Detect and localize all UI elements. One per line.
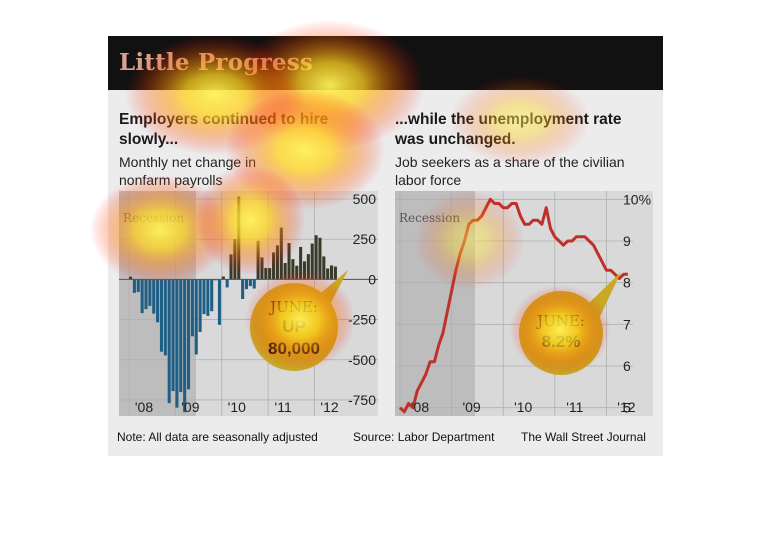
right-y-tick-label: 7 bbox=[623, 316, 631, 332]
right-y-tick-label: 8 bbox=[623, 275, 631, 291]
payroll-bar bbox=[144, 279, 148, 310]
payroll-bar bbox=[322, 256, 326, 280]
left-y-tick-label: 250 bbox=[353, 231, 377, 247]
payroll-bar bbox=[186, 279, 191, 390]
payroll-bar bbox=[306, 254, 310, 280]
payroll-bar bbox=[302, 261, 307, 280]
right-x-tick-label: '11 bbox=[566, 399, 583, 415]
left-y-tick-label: 0 bbox=[368, 271, 376, 287]
left-x-tick-label: '08 bbox=[135, 399, 153, 415]
left-x-tick-label: '11 bbox=[275, 399, 292, 415]
footer-note: Note: All data are seasonally adjusted bbox=[117, 430, 318, 444]
left-x-tick-label: '10 bbox=[228, 399, 246, 415]
infographic: Little Progress Employers continued to h… bbox=[108, 36, 663, 456]
payroll-bar bbox=[299, 246, 303, 280]
payroll-bar bbox=[132, 279, 136, 293]
payroll-bar bbox=[210, 279, 214, 312]
left-x-ticks: '08 '09 '10 '11 '12 bbox=[135, 399, 339, 415]
payroll-bar bbox=[295, 265, 299, 280]
payroll-bar bbox=[159, 279, 163, 352]
right-y-tick-label: 5 bbox=[623, 400, 631, 416]
payroll-bar bbox=[136, 279, 140, 292]
right-y-ticks: 10% 9 8 7 6 5 bbox=[623, 191, 651, 415]
left-x-tick-label: '12 bbox=[320, 399, 338, 415]
payroll-bar bbox=[283, 263, 287, 280]
left-y-tick-label: -500 bbox=[348, 352, 376, 368]
left-y-tick-label: -250 bbox=[348, 312, 376, 328]
payroll-bar bbox=[333, 266, 337, 280]
payroll-bar bbox=[318, 237, 322, 280]
payroll-bar bbox=[163, 279, 167, 356]
left-callout-up: UP bbox=[282, 317, 306, 336]
payroll-bar bbox=[241, 279, 245, 299]
left-callout-value: 80,000 bbox=[268, 339, 320, 358]
left-callout-label: JUNE: bbox=[268, 298, 318, 316]
right-subtitle-2: labor force bbox=[395, 172, 462, 188]
right-x-tick-label: '08 bbox=[411, 399, 429, 415]
payroll-bar bbox=[225, 279, 229, 288]
payroll-bar bbox=[256, 240, 260, 280]
payroll-bar bbox=[156, 279, 160, 323]
payroll-bar bbox=[183, 279, 187, 413]
payroll-bar bbox=[179, 279, 183, 393]
right-x-tick-label: '10 bbox=[514, 399, 532, 415]
right-x-tick-label: '12 bbox=[617, 399, 635, 415]
payroll-bar bbox=[275, 245, 279, 280]
left-y-tick-label: -750 bbox=[348, 392, 376, 408]
payroll-bar bbox=[244, 279, 249, 290]
right-x-ticks: '08 '09 '10 '11 '12 bbox=[411, 399, 636, 415]
payroll-bar bbox=[330, 265, 334, 280]
payroll-bar bbox=[237, 196, 241, 280]
unemployment-chart: Recession 10% 9 8 7 6 5 '08 '09 '10 '11 '12 JUNE:… bbox=[395, 191, 653, 416]
payroll-bar bbox=[310, 243, 314, 280]
payroll-bar bbox=[272, 252, 276, 280]
left-x-tick-label: '09 bbox=[181, 399, 199, 415]
payroll-bar bbox=[264, 267, 268, 280]
footer-credit: The Wall Street Journal bbox=[521, 430, 646, 444]
right-callout-value: 8.2% bbox=[542, 332, 581, 351]
payroll-bar bbox=[268, 268, 272, 280]
left-recession-label: Recession bbox=[123, 211, 184, 225]
payroll-bar bbox=[206, 279, 210, 316]
payroll-bar bbox=[233, 239, 237, 280]
payroll-bar bbox=[167, 279, 171, 404]
payroll-bar bbox=[252, 279, 256, 289]
right-y-tick-label: 6 bbox=[623, 358, 631, 374]
payroll-bar bbox=[140, 279, 144, 314]
payroll-bar bbox=[287, 243, 291, 280]
payroll-bar bbox=[175, 279, 179, 408]
right-x-tick-label: '09 bbox=[462, 399, 480, 415]
payroll-bar bbox=[260, 257, 264, 280]
payroll-bar bbox=[152, 279, 156, 314]
payroll-bar bbox=[171, 279, 175, 392]
right-y-tick-label: 10% bbox=[623, 191, 651, 207]
left-y-tick-label: 500 bbox=[353, 191, 377, 207]
right-callout-label: JUNE: bbox=[535, 312, 585, 330]
payroll-bar bbox=[314, 235, 318, 280]
footer-source: Source: Labor Department bbox=[353, 430, 495, 444]
payroll-bar bbox=[279, 227, 283, 280]
payroll-bar bbox=[148, 279, 152, 306]
right-recession-label: Recession bbox=[399, 211, 460, 225]
payroll-bar bbox=[217, 279, 221, 325]
right-y-tick-label: 9 bbox=[623, 233, 631, 249]
payroll-bar bbox=[202, 279, 206, 315]
payroll-bar bbox=[248, 279, 252, 287]
payroll-bar bbox=[190, 279, 194, 337]
payroll-bar bbox=[291, 259, 295, 280]
payroll-bar bbox=[198, 279, 202, 332]
payroll-bar bbox=[326, 268, 330, 280]
payroll-bar bbox=[194, 279, 198, 355]
payroll-bar bbox=[229, 254, 233, 280]
